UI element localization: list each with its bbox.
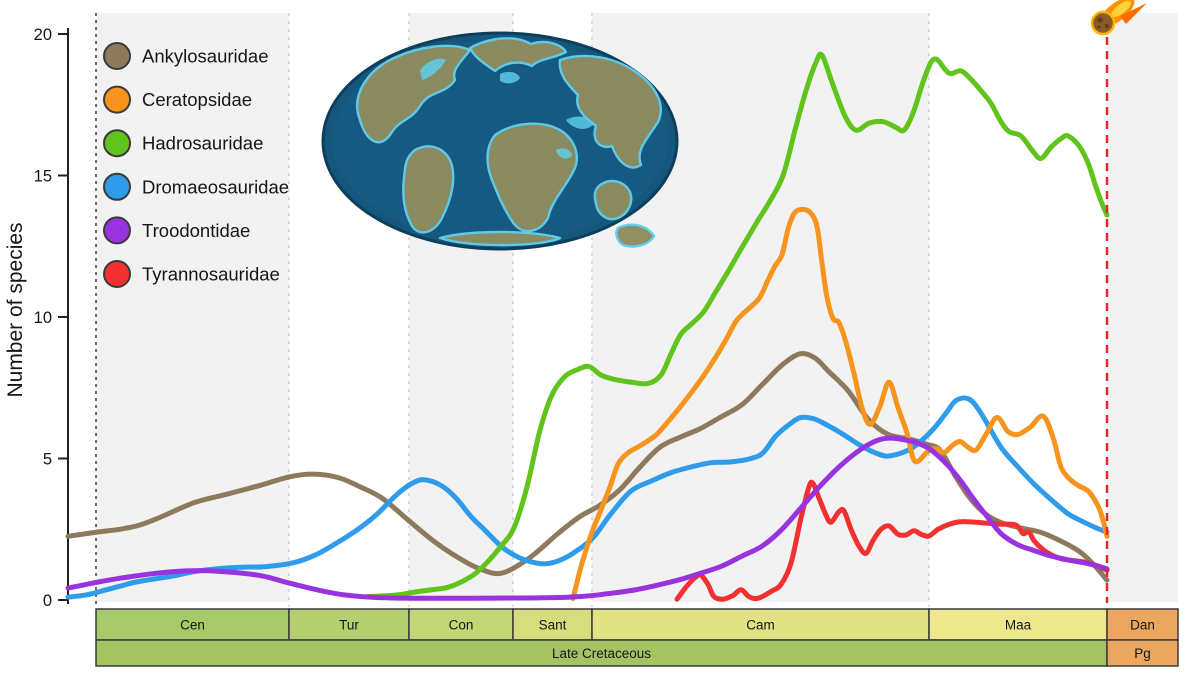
stage-cell-cam: [591, 608, 930, 641]
stage-label: Cam: [746, 618, 775, 633]
legend-label: Hadrosauridae: [142, 133, 263, 154]
legend-item: Ceratopsidae: [103, 85, 252, 114]
period-cell-late-cretaceous: [95, 639, 1108, 667]
late-cretaceous-paleogeography-map: [321, 31, 679, 251]
legend-swatch-ceratopsidae: [103, 85, 131, 114]
y-tick-label: 10: [34, 309, 52, 327]
stage-cell-tur: [288, 608, 410, 641]
stage-label: Con: [449, 618, 474, 633]
series-line-troodontidae: [65, 435, 1110, 601]
series-line-dromaeosauridae: [65, 395, 1110, 600]
stage-cell-maa: [928, 608, 1108, 641]
legend-label: Tyrannosauridae: [142, 264, 280, 285]
legend-label: Dromaeosauridae: [142, 176, 289, 197]
stage-cell-cen: [95, 608, 290, 641]
species-curves: [65, 51, 1110, 602]
y-tick-label: 5: [43, 451, 52, 469]
period-label: Pg: [1134, 646, 1151, 661]
legend-swatch-ankylosauridae: [103, 42, 131, 70]
legend-label: Ankylosauridae: [142, 46, 269, 67]
series-line-ceratopsidae: [570, 206, 1110, 602]
legend-label: Ceratopsidae: [142, 89, 252, 110]
stage-label: Sant: [539, 618, 567, 633]
legend-swatch-dromaeosauridae: [103, 172, 131, 201]
y-axis-title: Number of species: [4, 222, 27, 397]
legend-item: Ankylosauridae: [103, 42, 269, 70]
period-label: Late Cretaceous: [552, 646, 651, 661]
series-line-tyrannosauridae: [674, 479, 1110, 602]
legend: Ankylosauridae Ceratopsidae Hadrosauridae D…: [103, 42, 289, 288]
meteor-icon: [1090, 0, 1147, 36]
legend-item: Troodontidae: [103, 216, 250, 245]
legend-item: Dromaeosauridae: [103, 172, 289, 201]
legend-swatch-tyrannosauridae: [103, 260, 131, 288]
y-axis: 0 5 10 15 20: [34, 26, 69, 610]
stage-label: Maa: [1005, 618, 1032, 633]
stage-label: Dan: [1130, 618, 1155, 633]
legend-label: Troodontidae: [142, 220, 250, 241]
series-line-hadrosauridae: [364, 51, 1110, 600]
shallow-sea-patches: [420, 58, 594, 159]
legend-swatch-troodontidae: [103, 216, 131, 245]
period-cell-pg: [1106, 639, 1179, 667]
y-tick-label: 0: [43, 592, 52, 610]
stage-label: Cen: [180, 618, 205, 633]
legend-item: Hadrosauridae: [103, 129, 263, 158]
legend-item: Tyrannosauridae: [103, 260, 280, 288]
stage-label: Tur: [339, 618, 359, 633]
band-dan: [1107, 13, 1178, 602]
y-tick-label: 15: [34, 168, 52, 186]
geologic-timeline: Cen Tur Con Sant Cam Maa Dan Late Cretaceous Pg: [95, 608, 1179, 667]
legend-swatch-hadrosauridae: [103, 129, 131, 158]
y-tick-label: 20: [34, 26, 52, 44]
